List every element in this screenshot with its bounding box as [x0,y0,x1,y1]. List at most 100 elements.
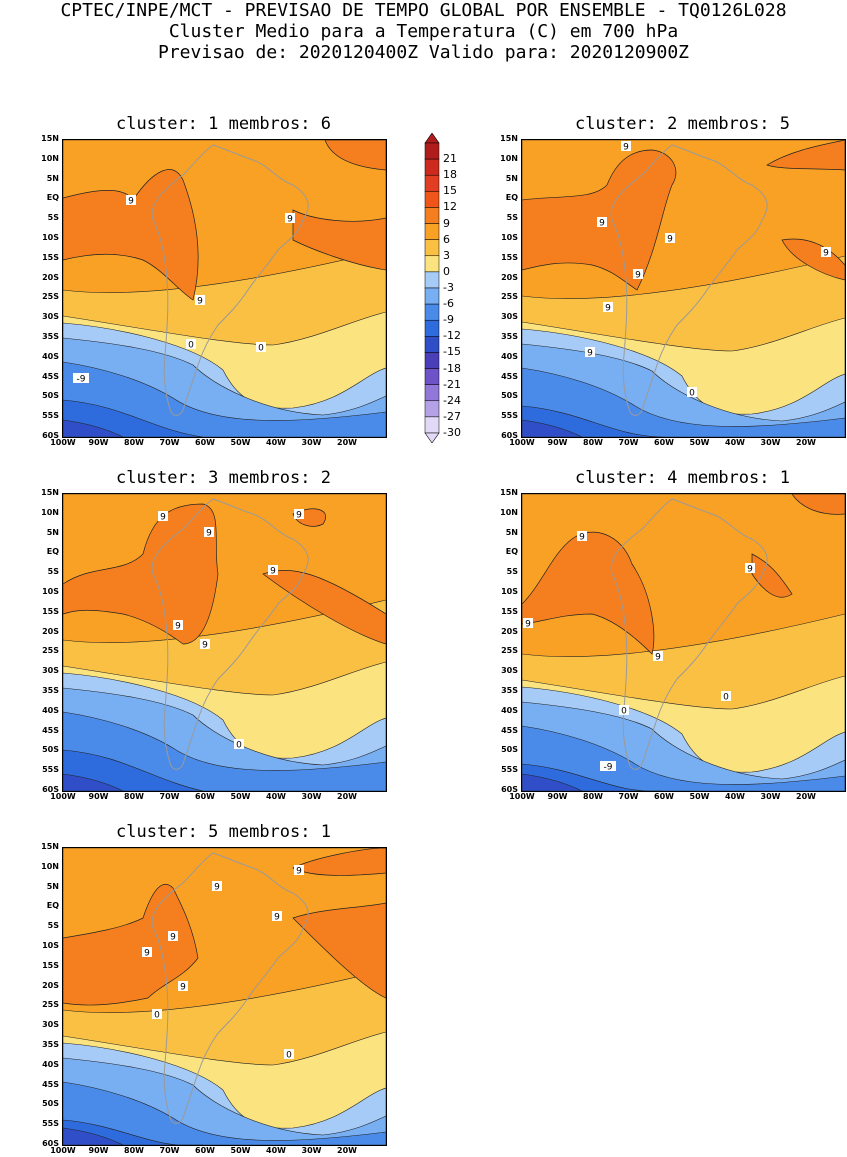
lon-tick-label: 50W [689,438,710,447]
svg-text:9: 9 [202,641,208,651]
lat-tick-label: 50S [501,745,518,755]
map-svg: 9 9 9 9 0 0 -9 [522,494,845,791]
lat-tick-label: 20S [501,626,518,636]
lon-tick-label: 70W [159,792,180,801]
header-line2: Cluster Medio para a Temperatura (C) em … [168,21,679,42]
lon-tick-label: 80W [124,438,144,447]
contour-label: 9 [212,881,222,893]
colorbar-swatch [424,319,440,337]
lon-tick-label: 20W [796,438,816,447]
colorbar-swatch [424,223,440,240]
contour-label: 9 [285,213,295,225]
contour-label: 9 [204,527,214,539]
lat-tick-label: 40S [42,705,59,715]
lat-tick-label: 5S [47,567,59,577]
svg-text:0: 0 [286,1051,292,1061]
lon-tick-label: 60W [654,792,674,801]
contour-label: 0 [284,1049,294,1061]
header-line1: CPTEC/INPE/MCT - PREVISAO DE TEMPO GLOBA… [60,0,787,21]
lat-tick-label: 30S [42,666,59,676]
lat-tick-label: 55S [42,411,59,421]
map-panel: 9 9 9 9 9 9 0 [62,493,387,792]
lat-tick-label: 10S [42,941,59,950]
map-panel: 9 9 9 9 9 9 9 0 [521,139,846,438]
lon-tick-label: 20W [796,792,816,801]
panel-title: cluster: 2 membros: 5 [575,114,790,134]
colorbar-label: -27 [443,409,461,423]
svg-text:9: 9 [160,513,166,523]
colorbar-label: -9 [443,313,454,327]
temperature-band [522,725,845,791]
svg-text:9: 9 [144,949,150,959]
lon-tick-label: 30W [301,792,322,801]
svg-text:9: 9 [667,235,673,245]
lon-tick-label: 60W [195,792,215,801]
lat-tick-label: 15N [41,134,59,143]
lon-tick-label: 90W [547,438,568,447]
lat-tick-label: 15N [500,488,518,497]
lon-tick-label: 80W [124,792,144,801]
lat-tick-label: 55S [501,411,518,421]
lon-tick-label: 30W [301,438,322,447]
temperature-band [63,1127,124,1145]
colorbar-swatch [424,400,440,418]
svg-text:9: 9 [206,529,212,539]
lat-tick-label: 60S [42,785,59,794]
temperature-band-warm [63,883,199,1006]
colorbar-label: 12 [443,200,457,214]
contour-label: 9 [294,509,304,521]
lat-tick-label: 35S [501,686,518,695]
lon-tick-label: 70W [618,438,639,447]
svg-text:9: 9 [175,622,181,632]
map-svg: 9 9 9 9 9 9 9 0 [522,140,845,437]
map-svg: 9 9 9 0 0 -9 [63,140,386,437]
svg-text:0: 0 [236,741,242,751]
svg-text:9: 9 [747,565,753,575]
colorbar-swatch [424,416,440,434]
temperature-band [63,361,386,437]
contour-label: 0 [186,339,196,351]
colorbar-swatch [424,368,440,385]
lat-tick-label: 25S [42,1000,59,1010]
lon-tick-label: 90W [547,792,568,801]
svg-text:9: 9 [525,620,531,630]
lat-tick-label: 15S [501,606,518,616]
contour-label: 9 [173,620,183,632]
lon-tick-label: 100W [509,792,535,801]
contour-label: 9 [603,302,613,314]
lat-tick-label: 30S [42,312,59,322]
lat-tick-label: 35S [42,332,59,341]
temperature-band [522,419,583,437]
lon-tick-label: 30W [760,438,781,447]
contour-label: 9 [821,247,831,259]
lon-tick-label: 30W [760,792,781,801]
svg-text:9: 9 [270,567,276,577]
lat-tick-label: 55S [42,765,59,775]
lat-tick-label: 10S [501,233,518,242]
colorbar-label: 9 [443,216,450,230]
temperature-band-warm [781,238,845,281]
lat-tick-label: 25S [42,292,59,302]
svg-text:9: 9 [214,883,220,893]
lat-tick-label: 15S [42,606,59,616]
temperature-band-warm [292,209,386,271]
lon-tick-label: 60W [654,438,674,447]
lat-tick-label: 15S [42,252,59,262]
lat-tick-label: 20S [42,626,59,636]
lat-tick-label: 50S [42,1099,59,1109]
temperature-band-warm [522,531,655,655]
panel-title: cluster: 3 membros: 2 [116,468,331,488]
map-svg: 9 9 9 9 9 9 0 0 [63,848,386,1145]
temperature-band-warm [324,140,386,171]
contour-label: 9 [523,618,533,630]
lat-tick-label: 15N [41,842,59,851]
temperature-band-warm [766,140,845,171]
lon-tick-label: 30W [301,1146,322,1155]
lon-tick-label: 90W [88,1146,109,1155]
lon-tick-label: 80W [124,1146,144,1155]
lat-tick-label: 50S [501,391,518,401]
map-panel: 9 9 9 0 0 -9 [62,139,387,438]
colorbar-label: 18 [443,168,457,182]
lat-tick-label: 25S [42,646,59,656]
lat-tick-label: 40S [501,351,518,361]
